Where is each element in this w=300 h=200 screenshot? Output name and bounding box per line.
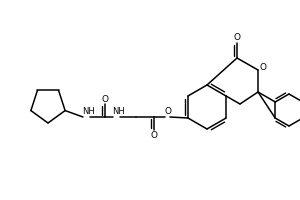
Text: O: O <box>233 33 241 43</box>
Text: NH: NH <box>112 107 125 116</box>
Text: O: O <box>260 64 266 72</box>
Text: O: O <box>101 95 108 104</box>
Text: O: O <box>150 130 158 140</box>
Text: NH: NH <box>82 107 95 116</box>
Text: O: O <box>164 108 171 116</box>
